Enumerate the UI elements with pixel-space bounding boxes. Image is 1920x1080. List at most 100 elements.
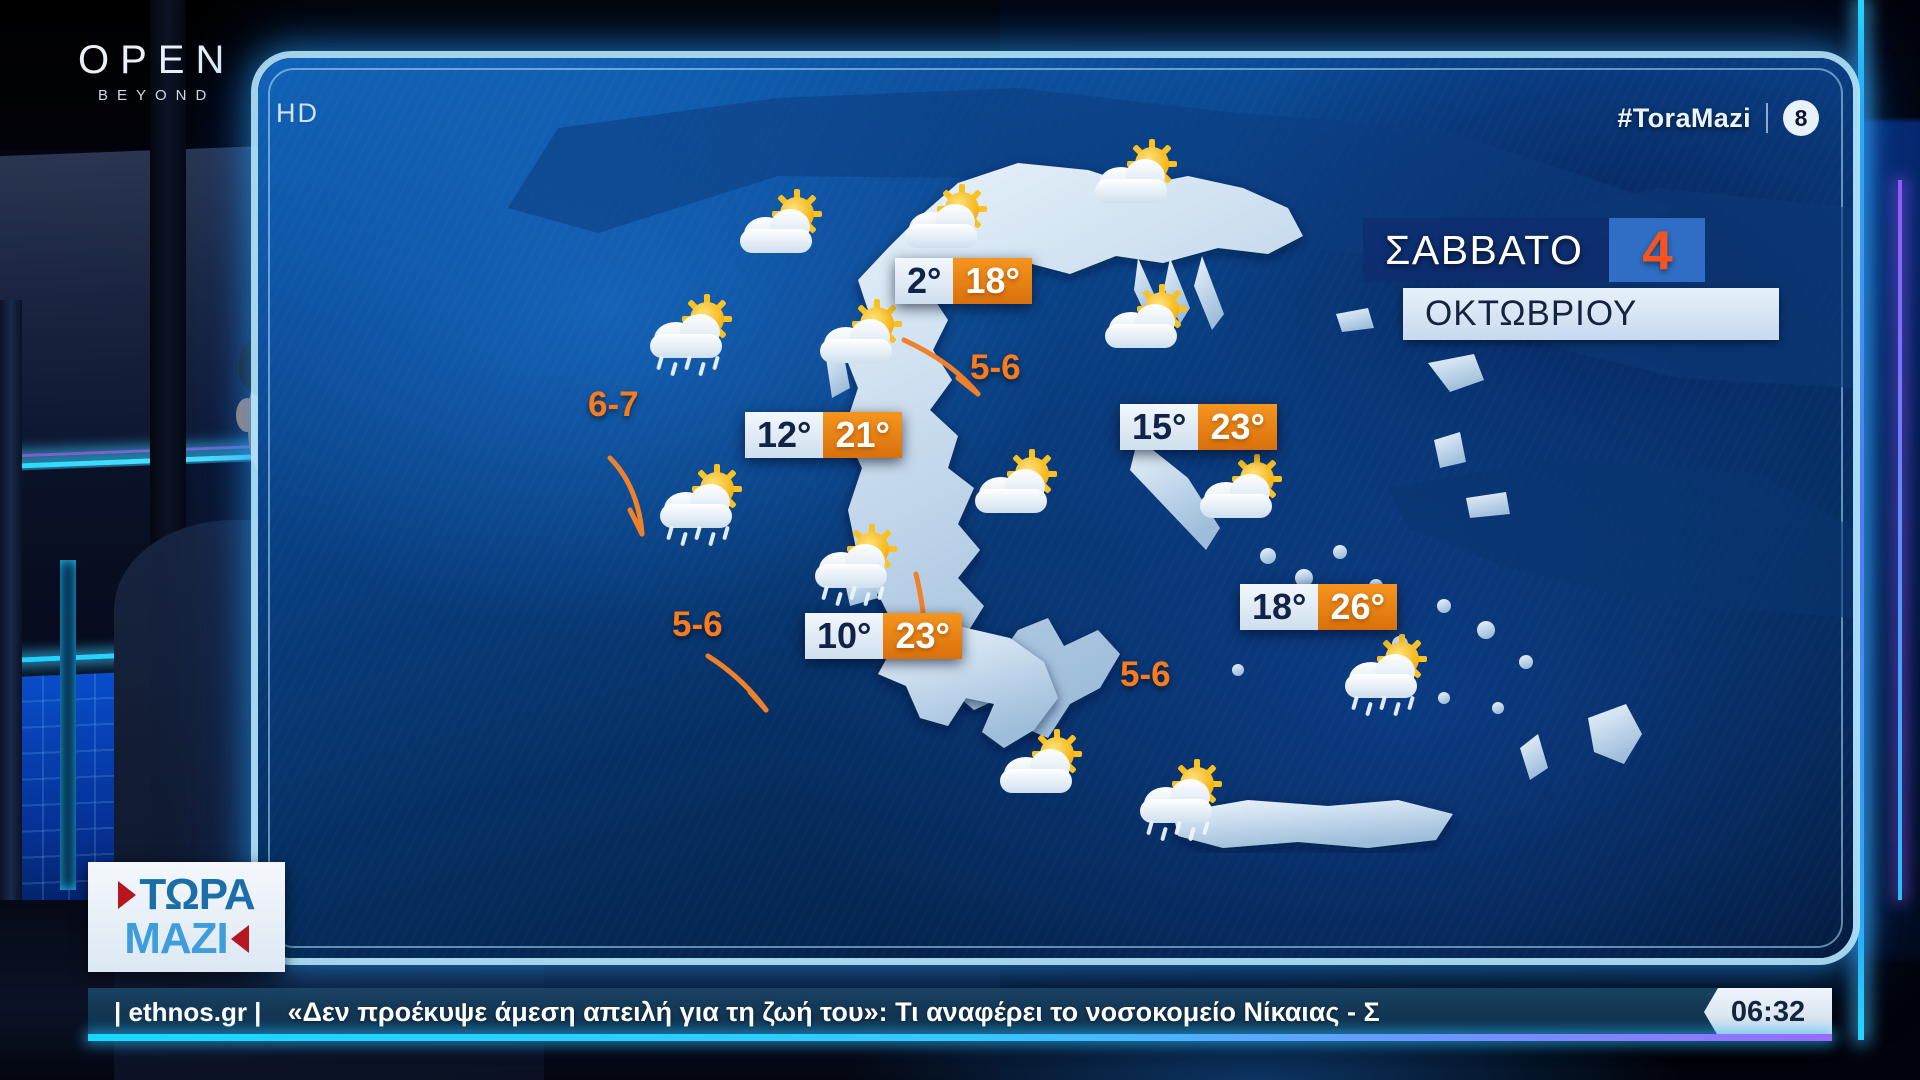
- sun-ray-icon: [794, 189, 800, 202]
- cloud-icon: [905, 224, 977, 248]
- channel-number-badge: 8: [1783, 100, 1819, 136]
- wind-label-ionian-south: 5-6: [672, 605, 723, 644]
- cloud-icon: [1105, 324, 1177, 348]
- hashtag-channel-group: #ToraMazi 8: [1617, 100, 1819, 136]
- ticker-headline: «Δεν προέκυψε άμεση απειλή για τη ζωή το…: [287, 996, 1380, 1027]
- sun-ray-icon: [1399, 634, 1405, 647]
- rain-drop-icon: [1351, 695, 1359, 711]
- forecast-date-row: ΣΑΒΒΑΤΟ 4: [1363, 218, 1706, 282]
- ticker-source: | ethnos.gr |: [114, 996, 262, 1027]
- network-logo: OPEN BEYOND: [78, 38, 235, 104]
- temperature-badge-north-aegean: 15° 23°: [1120, 404, 1277, 450]
- sun-ray-icon: [1254, 454, 1260, 467]
- cloud-icon: [820, 339, 892, 363]
- rain-drop-icon: [1146, 820, 1154, 836]
- studio-pillar-left: [0, 300, 22, 1020]
- weather-map-screen: HD #ToraMazi 8 ΣΑΒΒΑΤΟ 4 ΟΚΤΩΒΡΙΟΥ 6-7 5-…: [258, 58, 1853, 958]
- temperature-low: 18°: [1240, 584, 1319, 630]
- temperature-badge-macedonia: 2° 18°: [895, 258, 1032, 304]
- temperature-high: 23°: [883, 613, 962, 659]
- weather-icon-sun-cloud: [820, 299, 916, 377]
- weather-icon-rain-cloud: [1140, 759, 1236, 842]
- temperature-high: 18°: [953, 258, 1032, 304]
- cloud-icon: [1200, 494, 1272, 518]
- studio-right-neon-secondary: [1898, 180, 1902, 900]
- temperature-badge-epirus-thessaly: 12° 21°: [745, 412, 902, 458]
- clock-display: 06:32: [1704, 988, 1832, 1036]
- weather-icon-sun-cloud: [1105, 284, 1201, 362]
- weather-icon-sun-cloud: [905, 184, 1001, 262]
- sun-ray-icon: [959, 184, 965, 197]
- temperature-low: 15°: [1120, 404, 1199, 450]
- weather-icon-sun-cloud: [1095, 139, 1191, 217]
- weather-icon-sun-cloud: [1200, 454, 1296, 532]
- weather-icon-rain-cloud: [660, 464, 756, 547]
- rain-drop-icon: [877, 585, 885, 601]
- cloud-icon: [740, 229, 812, 253]
- forecast-weekday-label: ΣΑΒΒΑΤΟ: [1385, 226, 1584, 273]
- studio-right-neon: [1858, 0, 1864, 1040]
- temperature-high: 26°: [1318, 584, 1397, 630]
- sun-ray-icon: [869, 524, 875, 537]
- cloud-icon: [975, 489, 1047, 513]
- rain-drop-icon: [722, 525, 730, 541]
- forecast-daynumber-panel: 4: [1609, 218, 1706, 282]
- news-ticker: | ethnos.gr | «Δεν προέκυψε άμεση απειλή…: [88, 988, 1832, 1036]
- temperature-badge-dodecanese: 18° 26°: [1240, 584, 1397, 630]
- wind-label-north-aegean: 5-6: [970, 348, 1021, 387]
- cloud-icon: [1140, 799, 1212, 823]
- program-logo: ΤΩΡΑ ΜΑΖΙ: [88, 862, 285, 972]
- weather-icon-rain-cloud: [650, 294, 746, 377]
- cloud-icon: [1000, 769, 1072, 793]
- temperature-badge-peloponnese: 10° 23°: [805, 613, 962, 659]
- weather-icon-sun-cloud: [975, 449, 1071, 527]
- sun-ray-icon: [874, 299, 880, 312]
- hd-badge: HD: [276, 98, 319, 128]
- temperature-low: 2°: [895, 258, 954, 304]
- program-logo-line1: ΤΩΡΑ: [118, 870, 256, 920]
- temperature-high: 21°: [823, 412, 902, 458]
- sun-ray-icon: [714, 464, 720, 477]
- triangle-right-icon: [118, 881, 137, 909]
- studio-light-strip: [60, 560, 76, 890]
- sun-ray-icon: [1149, 139, 1155, 152]
- hashtag-divider: [1766, 103, 1768, 133]
- rain-drop-icon: [1202, 820, 1210, 836]
- cloud-icon: [815, 564, 887, 588]
- rain-drop-icon: [656, 355, 664, 371]
- temperature-high: 23°: [1198, 404, 1277, 450]
- sun-ray-icon: [1054, 729, 1060, 742]
- cloud-icon: [1095, 179, 1167, 203]
- forecast-month-label: ΟΚΤΩΒΡΙΟΥ: [1425, 294, 1638, 333]
- ticker-underline: [88, 1034, 1832, 1041]
- rain-drop-icon: [821, 585, 829, 601]
- rain-drop-icon: [1407, 695, 1415, 711]
- sun-ray-icon: [1029, 449, 1035, 462]
- program-logo-text1: ΤΩΡΑ: [139, 870, 255, 919]
- temperature-low: 10°: [805, 613, 884, 659]
- rain-drop-icon: [666, 525, 674, 541]
- hashtag-label: #ToraMazi: [1617, 102, 1751, 133]
- cloud-icon: [650, 334, 722, 358]
- cloud-icon: [660, 504, 732, 528]
- weather-icon-sun-cloud: [740, 189, 836, 267]
- network-logo-primary: OPEN: [78, 38, 236, 82]
- wind-label-cyclades: 5-6: [1120, 655, 1171, 694]
- sun-ray-icon: [1159, 284, 1165, 297]
- weather-icon-rain-cloud: [1345, 634, 1441, 717]
- weather-icon-sun-cloud: [1000, 729, 1096, 807]
- wind-label-ionian-north: 6-7: [588, 385, 639, 424]
- forecast-weekday-panel: ΣΑΒΒΑΤΟ: [1363, 218, 1610, 282]
- weather-icon-rain-cloud: [815, 524, 911, 607]
- sun-ray-icon: [1194, 759, 1200, 772]
- triangle-left-icon: [230, 925, 249, 953]
- network-logo-secondary: BEYOND: [98, 87, 216, 104]
- program-logo-line2: ΜΑΖΙ: [124, 914, 249, 964]
- rain-drop-icon: [712, 355, 720, 371]
- wind-arrow-group: [607, 337, 981, 713]
- forecast-month-panel: ΟΚΤΩΒΡΙΟΥ: [1403, 288, 1779, 340]
- forecast-daynumber-label: 4: [1642, 219, 1673, 281]
- program-logo-text2: ΜΑΖΙ: [124, 914, 229, 963]
- cloud-icon: [1345, 674, 1417, 698]
